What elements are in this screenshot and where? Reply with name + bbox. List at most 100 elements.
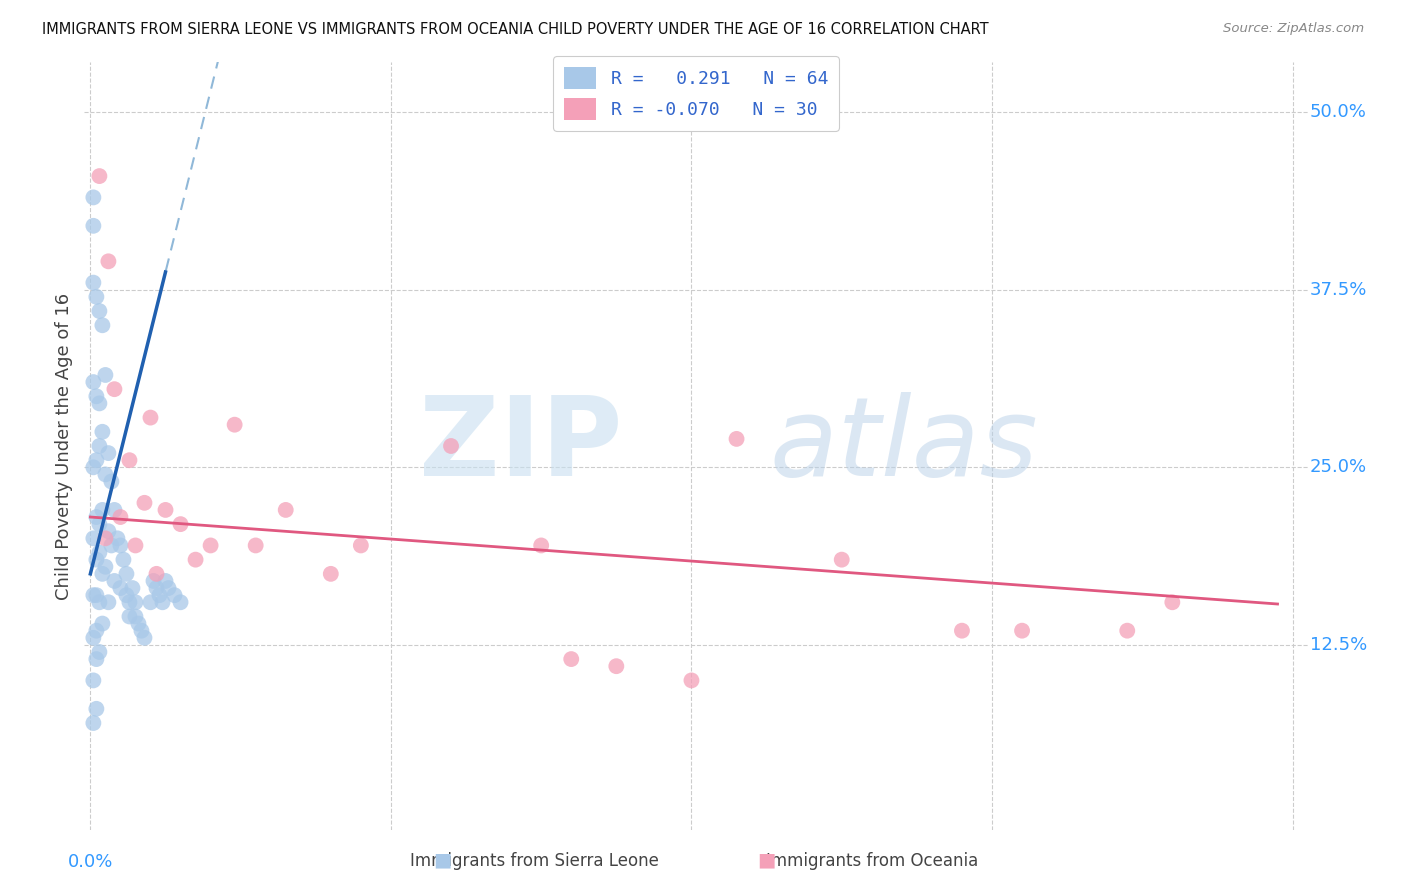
Point: [319, 566, 342, 581]
Y-axis label: Child Poverty Under the Age of 16: Child Poverty Under the Age of 16: [55, 293, 73, 599]
Point: [89, 304, 111, 318]
Point: [169, 595, 191, 609]
Point: [82, 532, 104, 546]
Point: [148, 588, 170, 602]
Text: ■: ■: [433, 851, 453, 870]
Point: [184, 552, 207, 566]
Point: [560, 652, 582, 666]
Point: [91, 566, 114, 581]
Point: [82, 631, 104, 645]
Point: [200, 538, 222, 552]
Point: [97, 446, 120, 460]
Point: [605, 659, 627, 673]
Point: [350, 538, 373, 552]
Point: [134, 631, 156, 645]
Point: [103, 574, 125, 588]
Point: [115, 588, 138, 602]
Point: [89, 439, 111, 453]
Point: [110, 581, 132, 595]
Point: [89, 396, 111, 410]
Point: [86, 552, 108, 566]
Text: 25.0%: 25.0%: [1310, 458, 1367, 476]
Point: [440, 439, 463, 453]
Point: [134, 496, 156, 510]
Point: [127, 616, 149, 631]
Point: [118, 595, 141, 609]
Point: [831, 552, 853, 566]
Point: [950, 624, 973, 638]
Point: [103, 382, 125, 396]
Point: [82, 673, 104, 688]
Point: [86, 510, 108, 524]
Point: [89, 595, 111, 609]
Point: [82, 375, 104, 389]
Point: [118, 453, 141, 467]
Point: [681, 673, 703, 688]
Point: [82, 716, 104, 731]
Point: [155, 503, 177, 517]
Point: [245, 538, 267, 552]
Point: [97, 595, 120, 609]
Point: [86, 290, 108, 304]
Point: [1161, 595, 1184, 609]
Point: [82, 219, 104, 233]
Point: [86, 652, 108, 666]
Text: IMMIGRANTS FROM SIERRA LEONE VS IMMIGRANTS FROM OCEANIA CHILD POVERTY UNDER THE : IMMIGRANTS FROM SIERRA LEONE VS IMMIGRAN…: [42, 22, 988, 37]
Point: [94, 368, 117, 382]
Point: [107, 532, 129, 546]
Text: 50.0%: 50.0%: [1310, 103, 1367, 121]
Point: [82, 190, 104, 204]
Text: Immigrants from Sierra Leone: Immigrants from Sierra Leone: [409, 852, 659, 870]
Point: [121, 581, 143, 595]
Point: [89, 645, 111, 659]
Point: [86, 453, 108, 467]
Point: [97, 254, 120, 268]
Point: [91, 616, 114, 631]
Point: [124, 538, 146, 552]
Point: [145, 581, 167, 595]
Point: [145, 566, 167, 581]
Point: [89, 517, 111, 532]
Point: [103, 503, 125, 517]
Point: [725, 432, 748, 446]
Point: [110, 538, 132, 552]
Point: [169, 517, 191, 532]
Point: [224, 417, 246, 432]
Point: [112, 552, 135, 566]
Text: 37.5%: 37.5%: [1310, 281, 1368, 299]
Point: [94, 467, 117, 482]
Point: [274, 503, 297, 517]
Point: [89, 545, 111, 559]
Point: [139, 410, 162, 425]
Point: [91, 425, 114, 439]
Point: [91, 318, 114, 333]
Point: [91, 503, 114, 517]
Text: 12.5%: 12.5%: [1310, 636, 1367, 654]
Point: [89, 169, 111, 183]
Point: [86, 389, 108, 403]
Text: atlas: atlas: [769, 392, 1038, 500]
Point: [163, 588, 186, 602]
Point: [86, 702, 108, 716]
Point: [86, 588, 108, 602]
Point: [110, 510, 132, 524]
Text: ■: ■: [756, 851, 776, 870]
Legend: R =   0.291   N = 64, R = -0.070   N = 30: R = 0.291 N = 64, R = -0.070 N = 30: [553, 56, 839, 131]
Point: [530, 538, 553, 552]
Point: [1011, 624, 1033, 638]
Point: [152, 595, 174, 609]
Point: [1116, 624, 1139, 638]
Point: [124, 609, 146, 624]
Point: [115, 566, 138, 581]
Text: ZIP: ZIP: [419, 392, 623, 500]
Point: [139, 595, 162, 609]
Point: [131, 624, 153, 638]
Point: [100, 475, 122, 489]
Point: [155, 574, 177, 588]
Text: Source: ZipAtlas.com: Source: ZipAtlas.com: [1223, 22, 1364, 36]
Point: [94, 559, 117, 574]
Point: [100, 538, 122, 552]
Point: [157, 581, 180, 595]
Point: [82, 276, 104, 290]
Point: [94, 532, 117, 546]
